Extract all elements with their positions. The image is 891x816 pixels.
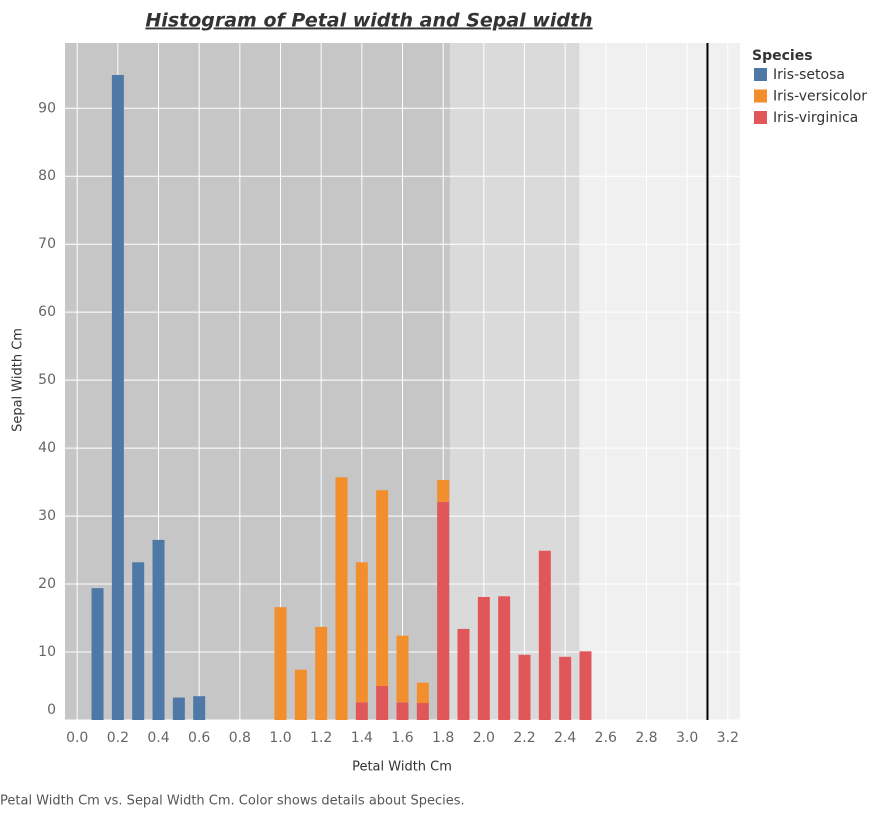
legend-title: Species <box>752 48 813 64</box>
y-tick-label: 50 <box>38 372 56 388</box>
y-tick-label: 70 <box>38 236 56 252</box>
bar <box>335 477 348 720</box>
y-tick-label: 90 <box>38 100 56 116</box>
bar <box>355 702 368 720</box>
bar <box>193 696 206 720</box>
x-tick-label: 0.6 <box>188 730 210 746</box>
bar <box>172 697 185 720</box>
bar <box>294 669 307 720</box>
bar <box>437 501 450 720</box>
x-tick-label: 0.2 <box>107 730 129 746</box>
x-tick-label: 2.4 <box>554 730 576 746</box>
bar <box>132 562 145 720</box>
legend-item: Iris-virginica <box>773 110 858 126</box>
y-tick-label: 10 <box>38 644 56 660</box>
bar <box>559 656 572 720</box>
chart-title: Histogram of Petal width and Sepal width <box>145 10 592 32</box>
bar <box>416 703 429 720</box>
x-tick-label: 3.2 <box>717 730 739 746</box>
x-tick-label: 1.0 <box>269 730 291 746</box>
y-tick-label: 0 <box>47 702 56 718</box>
y-tick-label: 40 <box>38 440 56 456</box>
y-tick-label: 20 <box>38 576 56 592</box>
bar <box>518 654 531 720</box>
x-tick-label: 2.0 <box>473 730 495 746</box>
bar <box>91 588 104 720</box>
y-tick-label: 60 <box>38 304 56 320</box>
bar <box>579 651 592 720</box>
x-tick-label: 3.0 <box>676 730 698 746</box>
x-tick-label: 0.4 <box>147 730 169 746</box>
bar <box>396 635 409 703</box>
legend-swatch <box>754 111 767 124</box>
y-axis-title: Sepal Width Cm <box>11 328 26 432</box>
legend-item: Iris-versicolor <box>773 89 867 105</box>
bar <box>538 550 551 720</box>
bar <box>416 682 429 704</box>
bar <box>437 480 450 502</box>
x-tick-label: 1.4 <box>351 730 373 746</box>
x-tick-label: 1.2 <box>310 730 332 746</box>
legend-item: Iris-setosa <box>773 67 845 83</box>
caption: Petal Width Cm vs. Sepal Width Cm. Color… <box>0 794 465 809</box>
band <box>450 43 580 720</box>
bar <box>315 626 328 720</box>
x-tick-label: 0.8 <box>229 730 251 746</box>
bar <box>457 628 470 720</box>
bar <box>376 490 389 687</box>
x-tick-label: 2.8 <box>635 730 657 746</box>
legend-swatch <box>754 68 767 81</box>
x-axis-title: Petal Width Cm <box>352 760 452 775</box>
y-tick-label: 80 <box>38 168 56 184</box>
bar <box>396 702 409 720</box>
x-tick-label: 1.8 <box>432 730 454 746</box>
bar <box>498 596 511 720</box>
x-tick-label: 0.0 <box>66 730 88 746</box>
bar <box>152 539 165 720</box>
bar <box>274 607 287 720</box>
x-tick-label: 2.6 <box>595 730 617 746</box>
legend-swatch <box>754 89 767 103</box>
x-tick-label: 1.6 <box>391 730 413 746</box>
bar <box>355 562 368 703</box>
bar <box>477 596 490 720</box>
bar <box>111 74 124 721</box>
y-tick-label: 30 <box>38 508 56 524</box>
x-tick-label: 2.2 <box>513 730 535 746</box>
bar <box>376 686 389 720</box>
